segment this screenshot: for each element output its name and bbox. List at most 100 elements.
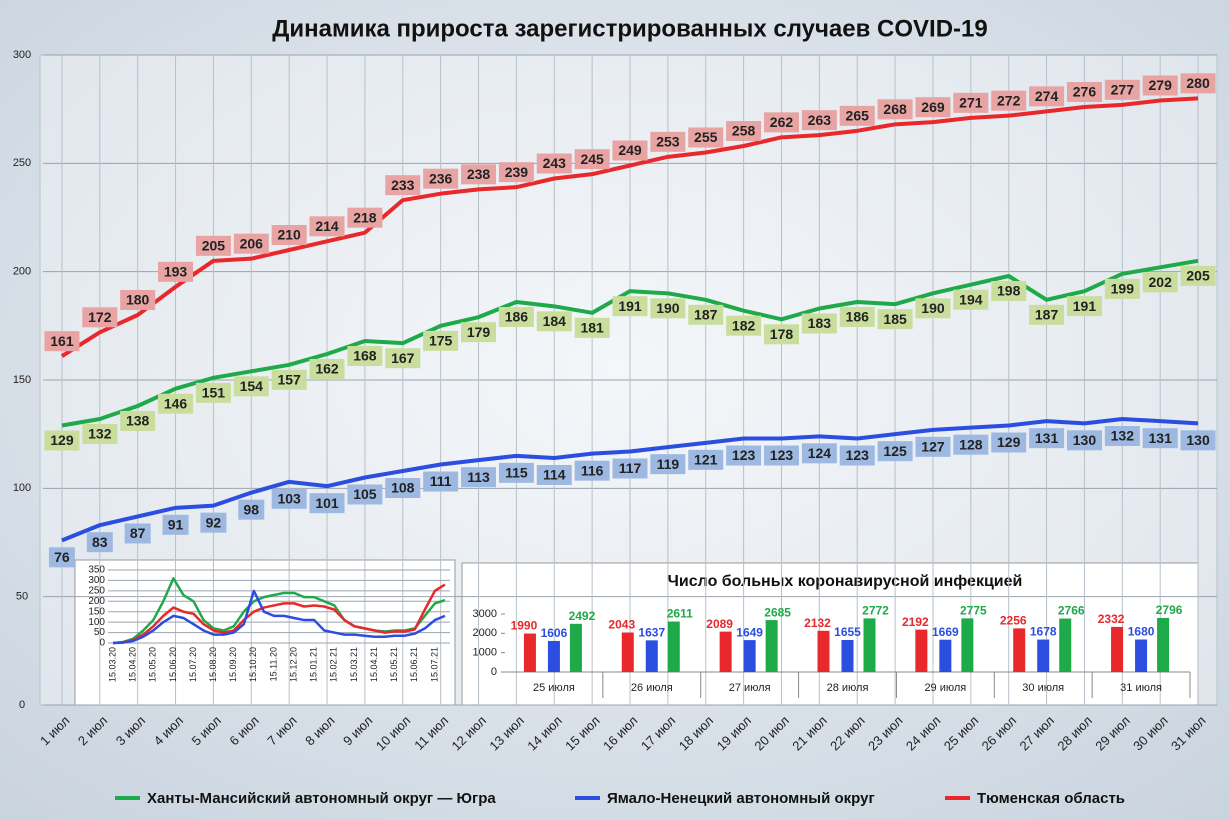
y-tick-label: 0 xyxy=(491,666,497,678)
y-tick-label: 2000 xyxy=(473,627,497,639)
data-label: 131 xyxy=(1142,428,1178,449)
data-label-box xyxy=(120,411,156,431)
data-label: 182 xyxy=(726,315,762,336)
data-label: 129 xyxy=(991,432,1027,453)
data-label-box xyxy=(461,164,497,185)
bar xyxy=(667,621,680,672)
y-tick-label: 1000 xyxy=(473,647,497,659)
data-label-box xyxy=(1180,430,1216,451)
data-label: 262 xyxy=(763,112,799,133)
data-label: 127 xyxy=(915,436,951,457)
data-label-text: 179 xyxy=(467,324,491,340)
data-label-box xyxy=(763,112,799,133)
data-label-text: 182 xyxy=(732,317,756,333)
x-tick-label: 15.09.20 xyxy=(228,647,238,682)
data-label: 98 xyxy=(238,499,265,520)
data-label-text: 168 xyxy=(353,348,377,364)
data-label: 185 xyxy=(877,309,913,330)
data-label: 151 xyxy=(195,382,231,403)
bar-value-label: 2132 xyxy=(804,616,831,630)
bar-value-label: 2492 xyxy=(569,609,596,623)
data-label-box xyxy=(877,441,913,462)
series-line xyxy=(61,258,1199,428)
data-label: 103 xyxy=(271,488,307,509)
data-label-box xyxy=(650,454,686,475)
data-label-box xyxy=(347,484,383,505)
data-label-box xyxy=(915,97,951,118)
data-label-text: 239 xyxy=(505,164,529,180)
y-tick-label: 50 xyxy=(94,627,106,638)
series-line xyxy=(112,583,446,645)
x-tick-label: 15.05.20 xyxy=(148,647,158,682)
x-tick-label: 15.08.20 xyxy=(208,647,218,682)
data-label-text: 263 xyxy=(808,112,832,128)
data-label: 115 xyxy=(498,462,534,483)
data-label-text: 132 xyxy=(88,426,112,442)
data-label-box xyxy=(498,162,534,183)
data-label-box xyxy=(238,499,265,520)
data-label-box xyxy=(423,168,459,189)
data-label: 191 xyxy=(1066,296,1102,317)
data-label: 113 xyxy=(461,467,497,488)
data-label-box xyxy=(839,105,875,126)
data-label-box xyxy=(44,331,80,352)
data-label: 130 xyxy=(1180,430,1216,451)
data-label-text: 123 xyxy=(770,447,794,463)
data-label-text: 277 xyxy=(1111,82,1135,98)
data-label-text: 193 xyxy=(164,264,188,280)
data-label: 280 xyxy=(1180,73,1216,94)
data-label-text: 175 xyxy=(429,333,453,349)
data-label-box xyxy=(233,376,269,397)
x-tick-label: 15.06.20 xyxy=(168,647,178,682)
data-label-text: 206 xyxy=(240,235,264,251)
data-label-box xyxy=(574,317,610,338)
bar xyxy=(719,631,732,672)
data-label-box xyxy=(195,235,231,256)
data-label-box xyxy=(385,175,421,196)
data-label-box xyxy=(801,443,837,464)
data-label: 239 xyxy=(498,162,534,183)
data-label-box xyxy=(158,393,194,414)
data-label: 258 xyxy=(726,121,762,141)
data-label-text: 127 xyxy=(921,439,945,455)
data-label-text: 105 xyxy=(353,486,377,502)
data-label: 190 xyxy=(650,298,686,319)
x-tick-label: 26 июля xyxy=(631,682,673,694)
data-label-text: 167 xyxy=(391,350,415,366)
y-tick-label: 300 xyxy=(88,575,105,586)
bar-value-label: 1680 xyxy=(1128,625,1155,639)
data-label-text: 265 xyxy=(846,108,870,124)
y-tick-label: 100 xyxy=(88,617,105,628)
data-label-text: 238 xyxy=(467,166,491,182)
data-label-text: 154 xyxy=(240,378,264,394)
data-label-box xyxy=(120,290,156,310)
bar-value-label: 1606 xyxy=(541,626,568,640)
bar-value-label: 1669 xyxy=(932,625,959,639)
data-label-box xyxy=(158,261,194,282)
data-label: 91 xyxy=(162,514,189,535)
data-label-box xyxy=(82,307,118,328)
data-label-text: 146 xyxy=(164,395,188,411)
data-label-box xyxy=(195,382,231,403)
bar xyxy=(841,640,854,672)
data-label-text: 129 xyxy=(50,432,74,448)
data-label: 198 xyxy=(991,281,1027,301)
data-label: 214 xyxy=(309,216,345,237)
data-label-text: 124 xyxy=(808,445,832,461)
data-label: 92 xyxy=(200,512,227,533)
data-label-text: 191 xyxy=(1073,298,1097,314)
data-label: 202 xyxy=(1142,272,1178,293)
bar xyxy=(743,640,756,672)
y-tick-label: 0 xyxy=(99,638,105,649)
data-label-text: 185 xyxy=(883,311,907,327)
data-label-box xyxy=(915,298,951,319)
data-label: 172 xyxy=(82,307,118,328)
data-label-box xyxy=(1104,278,1140,299)
data-label: 233 xyxy=(385,175,421,196)
bar-value-label: 1655 xyxy=(834,625,861,639)
data-label-box xyxy=(726,445,762,466)
data-label: 187 xyxy=(688,304,724,325)
data-label-box xyxy=(271,488,307,509)
bar-value-label: 2192 xyxy=(902,615,929,629)
data-label: 162 xyxy=(309,359,345,379)
